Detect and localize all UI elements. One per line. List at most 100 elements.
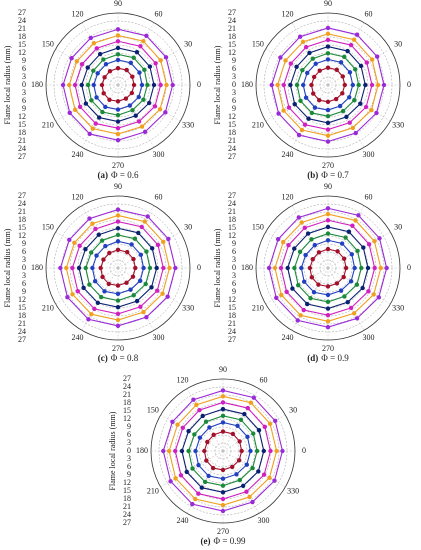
r-tick-label: 21: [228, 319, 236, 328]
caption-text: Φ = 0.9: [321, 353, 349, 363]
data-point: [138, 252, 144, 257]
data-point: [115, 219, 121, 224]
data-point: [70, 265, 75, 271]
data-point: [237, 477, 242, 483]
data-point: [235, 423, 240, 429]
data-point: [94, 253, 99, 258]
data-point: [230, 431, 236, 437]
data-point: [266, 265, 272, 271]
data-point: [325, 218, 331, 223]
theta-tick-label: 270: [322, 344, 334, 353]
data-point: [347, 70, 353, 75]
r-tick-label: 6: [232, 279, 236, 288]
data-point: [384, 265, 389, 271]
r-tick-label: 21: [18, 207, 26, 216]
data-point: [274, 295, 279, 301]
grid-circle: [303, 243, 353, 293]
data-point: [339, 241, 345, 246]
data-point: [296, 215, 301, 220]
data-point: [354, 316, 360, 321]
data-point: [136, 230, 141, 236]
data-point: [100, 109, 105, 115]
data-point: [142, 129, 148, 135]
data-point: [377, 236, 382, 241]
data-point: [97, 51, 103, 57]
data-point: [87, 216, 92, 221]
data-point: [115, 57, 121, 63]
data-point: [139, 224, 144, 230]
caption: (b) Φ = 0.7: [307, 170, 349, 180]
data-point: [358, 63, 364, 69]
data-point: [353, 67, 358, 72]
data-point: [250, 465, 255, 471]
data-point: [272, 478, 277, 483]
r-tick-label: 18: [18, 311, 26, 320]
data-point: [350, 125, 355, 131]
data-point: [155, 242, 161, 248]
data-point: [124, 280, 129, 285]
data-point: [303, 44, 309, 50]
data-point: [202, 448, 207, 454]
data-point: [158, 58, 163, 63]
theta-tick-label: 270: [322, 161, 334, 170]
data-point: [144, 249, 149, 254]
data-point: [248, 448, 253, 454]
theta-tick-label: 30: [184, 39, 192, 48]
r-tick-label: 3: [22, 271, 26, 280]
data-point: [98, 265, 103, 271]
r-tick-label: 12: [18, 112, 26, 121]
theta-tick-label: 330: [182, 303, 194, 312]
r-tick-label: 27: [123, 518, 131, 527]
theta-tick-label: 330: [287, 486, 299, 495]
data-point: [136, 94, 141, 100]
data-point: [325, 127, 331, 132]
data-point: [127, 103, 133, 108]
data-point: [220, 490, 226, 495]
data-point: [261, 472, 267, 477]
data-point: [115, 66, 121, 71]
data-point: [106, 281, 112, 287]
data-point: [91, 68, 96, 73]
data-point: [79, 61, 85, 67]
data-point: [365, 265, 371, 271]
data-point: [204, 458, 209, 463]
data-point: [262, 424, 268, 430]
data-point: [295, 318, 300, 323]
data-point: [312, 242, 317, 248]
data-point: [115, 323, 121, 329]
data-point: [278, 55, 283, 60]
data-point: [139, 82, 145, 88]
data-point: [115, 52, 121, 57]
data-point: [317, 98, 322, 103]
theta-tick-label: 180: [241, 263, 253, 272]
theta-tick-label: 0: [302, 446, 306, 455]
data-point: [278, 265, 284, 271]
polar-chart: 0336699121215151818212124242727030609012…: [213, 182, 411, 363]
data-point: [348, 279, 354, 284]
data-point: [352, 98, 357, 103]
data-point: [193, 448, 198, 454]
data-point: [334, 281, 340, 286]
data-point: [143, 281, 148, 287]
data-point: [136, 119, 142, 124]
data-point: [94, 95, 99, 100]
theta-tick-label: 150: [42, 222, 54, 231]
data-point: [220, 483, 226, 488]
data-point: [107, 97, 112, 102]
data-point: [87, 282, 92, 287]
r-tick-label: 27: [123, 374, 131, 383]
data-point: [158, 82, 163, 88]
theta-tick-label: 90: [114, 182, 122, 191]
r-tick-label: 12: [228, 112, 236, 121]
data-point: [374, 54, 380, 59]
data-point: [276, 111, 281, 116]
r-tick-label: 18: [18, 215, 26, 224]
r-tick-label: 3: [232, 88, 236, 97]
r-tick-label: 15: [18, 303, 26, 312]
data-point: [131, 293, 136, 298]
data-point: [200, 413, 205, 419]
data-point: [79, 82, 84, 88]
data-point: [371, 292, 376, 297]
r-tick-label: 18: [123, 398, 131, 407]
